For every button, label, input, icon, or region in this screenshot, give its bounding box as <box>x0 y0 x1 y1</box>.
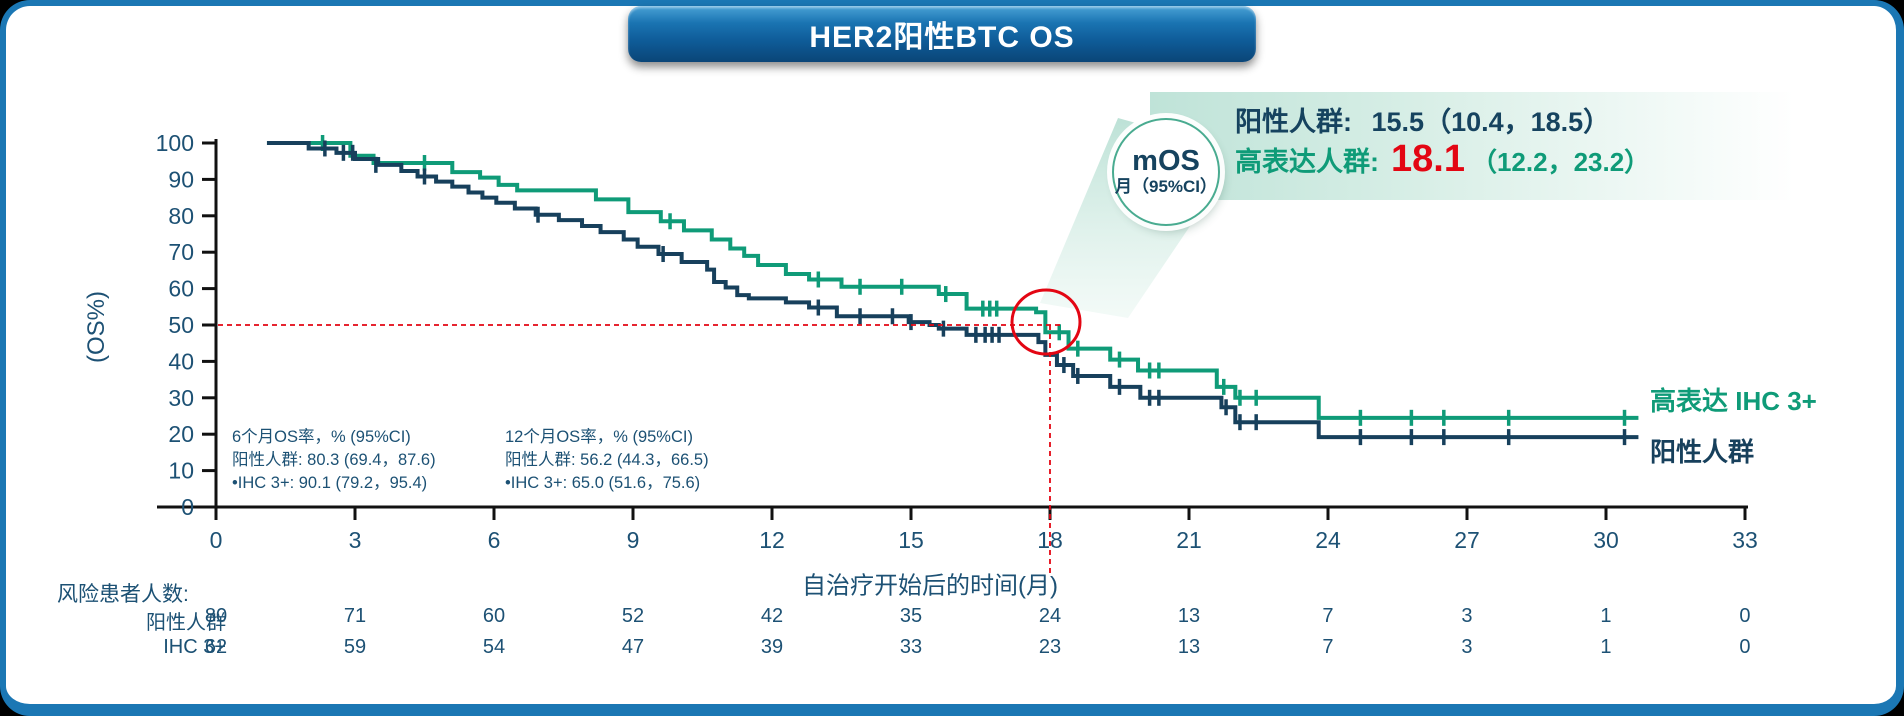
axes: 0 10 20 30 40 50 60 70 80 90 100 0 3 6 9 12 15 18 21 24 27 30… <box>156 130 1758 553</box>
os-rate-6mo-block: 6个月OS率，% (95%CI) 阳性人群: 80.3 (69.4，87.6) … <box>232 426 436 495</box>
mos-row-positive-label: 阳性人群: <box>1235 107 1352 137</box>
km-curve <box>266 141 1639 440</box>
page-title: HER2阳性BTC OS <box>809 21 1075 54</box>
y-axis-title: (OS%) <box>83 291 110 363</box>
y-tick-label: 10 <box>168 458 194 484</box>
x-axis-title: 自治疗开始后的时间(月) <box>802 572 1058 600</box>
risk-table-numbers: 80 71 60 52 42 35 24 13 7 3 1 0 62 59 54 47 39 33 23 13 7 3 1 0 <box>205 605 1751 658</box>
x-tick-label: 33 <box>1732 527 1758 553</box>
risk-count: 54 <box>483 636 505 658</box>
x-tick-label: 12 <box>759 527 785 553</box>
x-tick-label: 3 <box>349 527 362 553</box>
risk-row-label-positive: 阳性人群 <box>146 612 226 634</box>
survival-curves <box>266 135 1639 446</box>
os-rate-12mo-positive: 阳性人群: 56.2 (44.3，66.5) <box>505 451 709 469</box>
x-tick-label: 9 <box>627 527 640 553</box>
os-rate-6mo-title: 6个月OS率，% (95%CI) <box>232 428 411 446</box>
mos-row-ihc3-ci: （12.2，23.2） <box>1470 147 1651 177</box>
y-tick-label: 100 <box>156 130 194 156</box>
risk-count: 13 <box>1178 636 1200 658</box>
median-highlight-circle <box>1010 288 1082 356</box>
risk-count: 23 <box>1039 636 1061 658</box>
y-tick-label: 60 <box>168 276 194 302</box>
mos-row-positive: 阳性人群: 15.5（10.4，18.5） <box>1235 100 1610 139</box>
mos-callout-panel <box>1150 92 1850 200</box>
os-rate-12mo-title: 12个月OS率，% (95%CI) <box>505 428 693 446</box>
x-tick-label: 0 <box>210 527 223 553</box>
risk-row-label-ihc3: IHC 3+ <box>163 636 226 658</box>
risk-count: 71 <box>344 605 366 627</box>
os-rate-6mo-ihc3: •IHC 3+: 90.1 (79.2，95.4) <box>232 474 428 492</box>
mos-row-ihc3: 高表达人群: 18.1 （12.2，23.2） <box>1235 138 1650 181</box>
y-tick-label: 30 <box>168 385 194 411</box>
x-tick-label: 27 <box>1454 527 1480 553</box>
risk-count: 24 <box>1039 605 1061 627</box>
mos-row-ihc3-value: 18.1 <box>1391 138 1465 180</box>
risk-count: 42 <box>761 605 783 627</box>
x-tick-label: 30 <box>1593 527 1619 553</box>
x-tick-label: 21 <box>1176 527 1202 553</box>
x-tick-label: 6 <box>488 527 501 553</box>
risk-count: 62 <box>205 636 227 658</box>
y-tick-label: 70 <box>168 239 194 265</box>
y-tick-label: 0 <box>181 494 194 520</box>
risk-count: 13 <box>1178 605 1200 627</box>
title-banner: HER2阳性BTC OS <box>628 6 1256 62</box>
risk-count: 33 <box>900 636 922 658</box>
y-tick-label: 20 <box>168 421 194 447</box>
x-tick-label: 18 <box>1037 527 1063 553</box>
risk-count: 0 <box>1739 605 1750 627</box>
km-curve <box>266 141 1639 420</box>
risk-count: 60 <box>483 605 505 627</box>
curve-label-positive: 阳性人群 <box>1650 437 1755 467</box>
mos-bubble: mOS 月（95%CI） <box>1112 118 1220 226</box>
risk-count: 59 <box>344 636 366 658</box>
os-rate-12mo-block: 12个月OS率，% (95%CI) 阳性人群: 56.2 (44.3，66.5)… <box>505 426 709 495</box>
risk-count: 3 <box>1461 636 1472 658</box>
curve-label-ihc3: 高表达 IHC 3+ <box>1650 386 1817 416</box>
risk-count: 1 <box>1600 605 1611 627</box>
os-rate-12mo-ihc3: •IHC 3+: 65.0 (51.6，75.6) <box>505 474 701 492</box>
risk-count: 47 <box>622 636 644 658</box>
mos-bubble-subtitle: 月（95%CI） <box>1114 177 1218 196</box>
risk-table-header: 风险患者人数: <box>57 583 189 606</box>
y-tick-label: 90 <box>168 166 194 192</box>
risk-count: 7 <box>1322 605 1333 627</box>
risk-count: 3 <box>1461 605 1472 627</box>
risk-count: 0 <box>1739 636 1750 658</box>
risk-count: 1 <box>1600 636 1611 658</box>
x-tick-label: 24 <box>1315 527 1341 553</box>
y-tick-label: 80 <box>168 203 194 229</box>
risk-count: 7 <box>1322 636 1333 658</box>
mos-row-ihc3-label: 高表达人群: <box>1235 147 1379 177</box>
median-guides <box>218 288 1082 575</box>
y-tick-label: 40 <box>168 348 194 374</box>
mos-row-positive-value: 15.5（10.4，18.5） <box>1371 107 1611 137</box>
risk-count: 52 <box>622 605 644 627</box>
y-tick-label: 50 <box>168 312 194 338</box>
risk-count: 39 <box>761 636 783 658</box>
mos-bubble-title: mOS <box>1132 145 1200 177</box>
risk-count: 35 <box>900 605 922 627</box>
os-rate-6mo-positive: 阳性人群: 80.3 (69.4，87.6) <box>232 451 436 469</box>
risk-count: 80 <box>205 605 227 627</box>
x-tick-label: 15 <box>898 527 924 553</box>
